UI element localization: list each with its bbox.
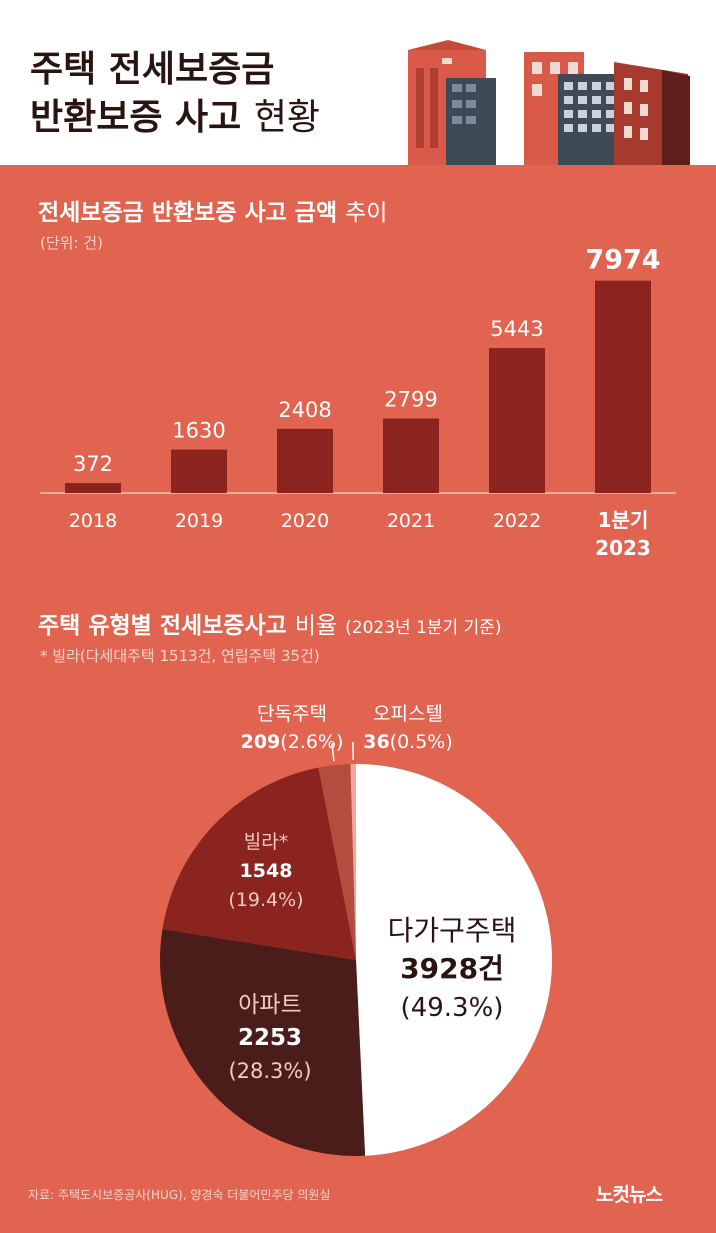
pie-slice-apartment [159, 929, 366, 1157]
pie-slice-villa [162, 767, 356, 960]
pie-percent-villa: (19.4%) [228, 889, 303, 911]
bar-value-label: 1630 [172, 419, 225, 443]
pie-slice-officetel [350, 764, 356, 960]
bar [489, 348, 545, 493]
page-title-line-2: 반환보증 사고 현황 [30, 88, 320, 140]
publisher-logo: 노컷뉴스 [596, 1184, 663, 1206]
bar-category-label: 2020 [281, 510, 329, 532]
header: 주택 전세보증금 반환보증 사고 현황 [0, 0, 716, 165]
bar-value-label: 372 [73, 452, 113, 476]
pie-slice-detached [318, 764, 356, 960]
page-title-line-1: 주택 전세보증금 [30, 49, 275, 90]
bar-chart-unit: (단위: 건) [40, 234, 103, 252]
buildings-illustration-icon [408, 40, 690, 165]
bar [65, 483, 121, 493]
bar-value-label: 7974 [585, 245, 660, 276]
pie-slice-multi_family [356, 764, 553, 1156]
bar-chart-title-light: 추이 [345, 200, 388, 226]
pie-percent-apartment: (28.3%) [228, 1059, 311, 1083]
pie-percent-multi_family: (49.3%) [401, 993, 504, 1023]
pie-chart: 다가구주택 3928건 (49.3%) 아파트 2253 (28.3%) 빌라* 1548 (1… [159, 703, 553, 1157]
bar-category-label: 2019 [175, 510, 223, 532]
pie-value-detached: 209(2.6%) [241, 731, 344, 753]
pie-value-officetel: 36(0.5%) [363, 731, 453, 753]
pie-chart-title: 주택 유형별 전세보증사고 비율 (2023년 1분기 기준) [38, 606, 502, 640]
bar-value-label: 5443 [490, 317, 543, 341]
pie-label-multi_family: 다가구주택 [388, 914, 517, 947]
bar-chart: 372 2018 1630 2019 2408 2020 2799 2021 5443 2022 7… [40, 245, 676, 560]
source-note: 자료: 주택도시보증공사(HUG), 양경숙 더불어민주당 의원실 [28, 1188, 331, 1202]
bar-chart-title-bold: 전세보증금 반환보증 사고 금액 [38, 200, 338, 226]
pie-percent-officetel: (0.5%) [390, 731, 453, 753]
page-title-bold: 반환보증 사고 [30, 97, 242, 138]
pie-chart-title-note: (2023년 1분기 기준) [345, 618, 502, 638]
bar [171, 449, 227, 493]
bar-value-label: 2408 [278, 398, 331, 422]
bar-category-label: 2022 [493, 510, 541, 532]
pie-count-detached: 209 [241, 731, 281, 753]
bar-category-label: 2021 [387, 510, 435, 532]
pie-count-villa: 1548 [240, 860, 293, 882]
pie-percent-detached: (2.6%) [280, 731, 343, 753]
pie-chart-footnote: * 빌라(다세대주택 1513건, 연립주택 35건) [40, 647, 320, 665]
bar-category-label: 2018 [69, 510, 117, 532]
pie-chart-title-light: 비율 [294, 613, 338, 639]
bar-chart-title: 전세보증금 반환보증 사고 금액 추이 [38, 193, 387, 227]
pie-count-multi_family: 3928건 [400, 952, 504, 985]
page-title-light: 현황 [253, 97, 321, 138]
pie-label-apartment: 아파트 [238, 992, 301, 1018]
pie-count-officetel: 36 [363, 731, 389, 753]
pie-leader-line-detached [331, 743, 335, 762]
bar [595, 280, 651, 493]
bar [383, 418, 439, 493]
bar-value-label: 2799 [384, 387, 437, 411]
bar-category-label: 1분기 [598, 508, 649, 532]
pie-label-detached: 단독주택 [257, 703, 327, 725]
pie-label-villa: 빌라* [244, 831, 288, 853]
bar-category-label: 2023 [595, 536, 651, 560]
pie-count-apartment: 2253 [238, 1025, 302, 1051]
bar [277, 428, 333, 493]
pie-label-officetel: 오피스텔 [373, 703, 443, 725]
pie-chart-title-bold: 주택 유형별 전세보증사고 [38, 613, 287, 639]
